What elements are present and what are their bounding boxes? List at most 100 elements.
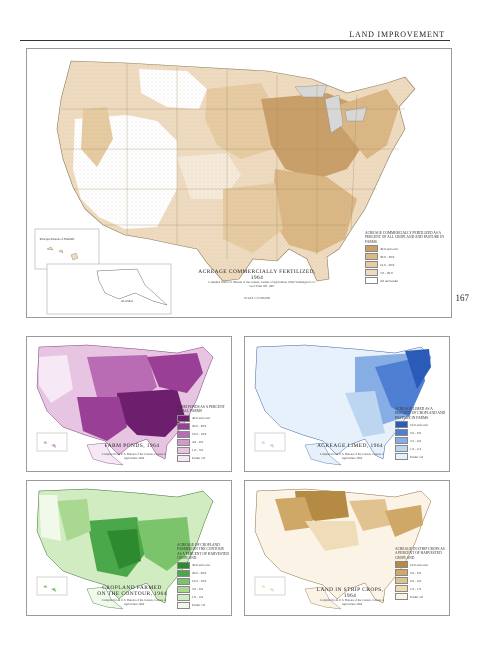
legend-swatch xyxy=(395,569,408,577)
legend-row: Under 1.0 xyxy=(177,454,229,462)
legend-label: 30.0 and over xyxy=(192,563,211,568)
legend-swatch xyxy=(177,577,190,585)
contour-map-graphic xyxy=(36,488,214,610)
legend-label: Under 1.0 xyxy=(192,603,206,608)
legend-label: 4.0 - 9.9 xyxy=(192,440,203,445)
fertilized-map-panel: Principal Islands of HAWAII ALASKA ACREA… xyxy=(26,48,452,318)
legend-row: 20.0 - 29.9 xyxy=(177,569,229,577)
strip-crops-title: LAND IN STRIP CROPS, 1964 xyxy=(316,587,384,600)
legend-title: ACREAGE OF CROPLAND FARMED ON THE CONTOU… xyxy=(177,543,229,561)
legend-label: 5.0 - 9.9 xyxy=(410,570,421,575)
acreage-limed-source: Compiled from U.S. Bureau of the Census,… xyxy=(319,452,385,460)
legend-swatch xyxy=(177,446,190,454)
legend-label: 5.0 - 9.9 xyxy=(192,587,203,592)
legend-label: Under 1.0 xyxy=(410,454,424,459)
legend-label: 1.0 - 3.9 xyxy=(192,448,203,453)
legend-swatch xyxy=(395,561,408,569)
legend-row: 10.0 - 19.9 xyxy=(177,430,229,438)
legend-row: 10.0 and over xyxy=(395,421,447,429)
section-title: LAND IMPROVEMENT xyxy=(349,30,445,39)
legend-label: 4.0 and under xyxy=(380,278,399,283)
legend-label: 21.0 - 29.9 xyxy=(380,262,395,267)
legend-row: Under 1.0 xyxy=(395,453,447,461)
legend-swatch xyxy=(177,438,190,446)
hawaii-label: Principal Islands of HAWAII xyxy=(39,237,75,241)
farm-ponds-legend: FARM PONDS AS A PERCENT OF ALL FARMS 40.… xyxy=(177,405,229,462)
legend-label: 2.5 - 4.9 xyxy=(410,438,421,443)
legend-swatch xyxy=(395,577,408,585)
legend-title: ACREAGE IN STRIP CROPS AS A PERCENT OF H… xyxy=(395,547,445,560)
acreage-limed-map-graphic xyxy=(254,344,432,466)
farm-ponds-map-panel: FARM PONDS, 1964 Compiled from U.S. Bure… xyxy=(26,336,232,472)
legend-label: 1.0 - 1.9 xyxy=(410,586,421,591)
legend-label: 1.0 - 2.4 xyxy=(410,446,421,451)
legend-row: 10.0 - 19.9 xyxy=(177,577,229,585)
legend-swatch xyxy=(395,421,408,429)
legend-swatch xyxy=(177,601,190,609)
legend-swatch xyxy=(177,585,190,593)
legend-swatch xyxy=(365,269,378,277)
strip-crops-map-panel: LAND IN STRIP CROPS, 1964 Compiled from … xyxy=(244,480,450,616)
fertilized-map-title: ACREAGE COMMERCIALLY FERTILIZED, 1964 xyxy=(198,269,316,282)
legend-row: 5.0 - 9.9 xyxy=(177,585,229,593)
legend-row: 2.5 - 4.9 xyxy=(395,437,447,445)
legend-label: 20.0 - 39.9 xyxy=(192,424,207,429)
legend-row: 1.0 - 3.9 xyxy=(177,446,229,454)
legend-row: 5.0 - 9.9 xyxy=(395,569,447,577)
legend-swatch xyxy=(365,253,378,261)
strip-crops-source: Compiled from U.S. Bureau of the Census,… xyxy=(319,598,385,606)
legend-label: 10.0 and over xyxy=(410,422,429,427)
legend-swatch xyxy=(395,445,408,453)
legend-row: 4.0 and under xyxy=(365,277,447,285)
legend-row: 1.0 - 4.9 xyxy=(177,593,229,601)
legend-label: Under 1.0 xyxy=(410,594,424,599)
legend-swatch xyxy=(177,454,190,462)
legend-row: 2.0 - 4.9 xyxy=(395,577,447,585)
legend-label: 7.0 - 20.9 xyxy=(380,270,393,275)
legend-swatch xyxy=(395,437,408,445)
legend-row: 10.0 and over xyxy=(395,561,447,569)
contour-title: CROPLAND FARMED ON THE CONTOUR, 1964 xyxy=(97,585,167,598)
legend-swatch xyxy=(177,430,190,438)
legend-label: 30.0 - 39.9 xyxy=(380,254,395,259)
legend-label: 10.0 - 19.9 xyxy=(192,579,207,584)
legend-row: 4.0 - 9.9 xyxy=(177,438,229,446)
hawaii-inset xyxy=(34,228,100,270)
acreage-limed-title: ACREAGE LIMED, 1964 xyxy=(316,443,384,449)
legend-label: 40.0 and over xyxy=(192,416,211,421)
legend-label: 2.0 - 4.9 xyxy=(410,578,421,583)
legend-label: 40.0 and over xyxy=(380,246,399,251)
legend-swatch xyxy=(365,261,378,269)
legend-swatch xyxy=(177,569,190,577)
acreage-limed-legend: ACREAGE LIMED AS A PERCENT OF CROPLAND A… xyxy=(395,407,447,461)
contour-map-panel: CROPLAND FARMED ON THE CONTOUR, 1964 Com… xyxy=(26,480,232,616)
legend-row: 5.0 - 9.9 xyxy=(395,429,447,437)
legend-row: 40.0 and over xyxy=(177,414,229,422)
farm-ponds-map-graphic xyxy=(36,344,214,466)
farm-ponds-title: FARM PONDS, 1964 xyxy=(104,443,160,449)
page-number: 167 xyxy=(455,293,470,303)
legend-label: 10.0 and over xyxy=(410,562,429,567)
fertilized-legend: ACREAGE COMMERCIALLY FERTILIZED AS A PER… xyxy=(365,231,447,285)
legend-row: 30.0 and over xyxy=(177,561,229,569)
legend-row: 21.0 - 29.9 xyxy=(365,261,447,269)
strip-crops-legend: ACREAGE IN STRIP CROPS AS A PERCENT OF H… xyxy=(395,547,447,601)
legend-swatch xyxy=(395,593,408,601)
legend-row: 1.0 - 1.9 xyxy=(395,585,447,593)
fertilized-map-scale: SCALE 1:17,000,000 xyxy=(243,296,271,300)
legend-row: 7.0 - 20.9 xyxy=(365,269,447,277)
contour-source: Compiled from U.S. Bureau of the Census,… xyxy=(101,598,167,606)
acreage-limed-map-panel: ACREAGE LIMED, 1964 Compiled from U.S. B… xyxy=(244,336,450,472)
legend-title: FARM PONDS AS A PERCENT OF ALL FARMS xyxy=(177,405,225,414)
legend-swatch xyxy=(177,593,190,601)
fertilized-map-graphic xyxy=(34,60,416,315)
legend-title: ACREAGE COMMERCIALLY FERTILIZED AS A PER… xyxy=(365,231,444,244)
legend-row: 30.0 - 39.9 xyxy=(365,253,447,261)
legend-row: 40.0 and over xyxy=(365,245,447,253)
legend-label: Under 1.0 xyxy=(192,456,206,461)
contour-legend: ACREAGE OF CROPLAND FARMED ON THE CONTOU… xyxy=(177,543,229,609)
header-rule xyxy=(20,40,450,41)
legend-swatch xyxy=(365,277,378,285)
legend-row: 20.0 - 39.9 xyxy=(177,422,229,430)
legend-label: 20.0 - 29.9 xyxy=(192,571,207,576)
